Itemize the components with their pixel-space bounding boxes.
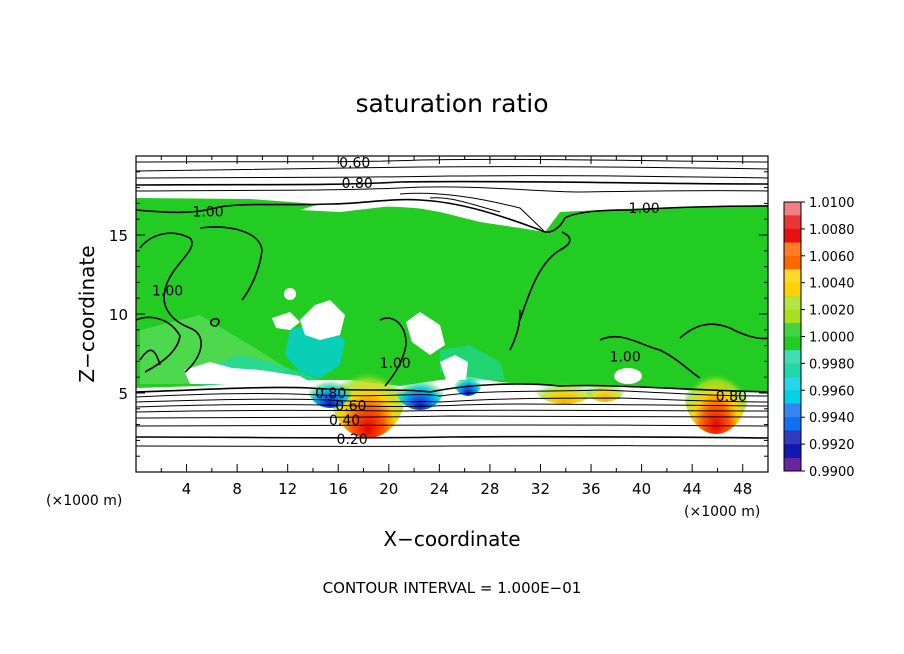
x-tick-label: 32 [531, 480, 550, 498]
x-tick-label: 40 [632, 480, 651, 498]
colorbar-swatch [784, 403, 801, 418]
coldspot-2 [396, 366, 444, 410]
colorbar-tick-label: 0.9980 [809, 357, 855, 372]
colorbar-swatch [784, 282, 801, 297]
colorbar-tick-label: 1.0060 [809, 250, 855, 265]
x-tick-label: 4 [182, 480, 192, 498]
colorbar: 1.0100 1.0080 1.0060 1.0040 1.0020 1.0000 0.99… [783, 196, 855, 480]
colorbar-tick-label: 0.9900 [809, 465, 855, 480]
contour-label: 0.80 [716, 389, 747, 405]
colorbar-swatch [784, 228, 801, 243]
contour-label: 1.00 [380, 356, 411, 372]
hotspot-3 [535, 372, 595, 404]
y-tick-label: 15 [109, 227, 128, 245]
clear-region-1 [300, 300, 345, 340]
colorbar-tick-label: 1.0100 [809, 196, 855, 211]
clear-region-7 [614, 368, 642, 384]
clear-region-6 [284, 288, 296, 300]
colorbar-swatch [784, 457, 801, 472]
coldspot-1 [308, 368, 352, 408]
x-tick-label: 24 [430, 480, 449, 498]
colorbar-tick-label: 1.0020 [809, 304, 855, 319]
colorbar-tick-label: 1.0080 [809, 223, 855, 238]
plot-area: 0.600.801.00 1.001.001.00 1.000.800.600.40… [136, 155, 768, 472]
x-tick-label: 48 [733, 480, 752, 498]
y-tick-label: 5 [118, 385, 128, 403]
colorbar-swatch [784, 323, 801, 337]
x-tick-label: 36 [581, 480, 600, 498]
x-tick-label: 12 [278, 480, 297, 498]
contour-label: 1.00 [152, 283, 183, 299]
colorbar-swatch [784, 417, 801, 432]
contour-label: 0.20 [337, 432, 368, 448]
x-tick-label: 20 [379, 480, 398, 498]
contour-label: 0.40 [329, 413, 360, 429]
clear-region-4 [184, 362, 310, 384]
hotspot-4 [585, 374, 625, 402]
contour-interval-note: CONTOUR INTERVAL = 1.000E−01 [323, 579, 582, 597]
colorbar-swatch [784, 255, 801, 270]
colorbar-swatch [784, 309, 801, 324]
y-axis-label: Z−coordinate [75, 245, 99, 382]
colorbar-swatch [784, 296, 801, 311]
x-tick-label: 28 [480, 480, 499, 498]
y-tick-label: 10 [109, 306, 128, 324]
clear-region-3 [272, 312, 300, 330]
colorbar-tick-label: 0.9940 [809, 411, 855, 426]
saturation-contour [136, 198, 768, 387]
x-unit-right: (×1000 m) [684, 504, 760, 520]
contour-label: 1.00 [629, 201, 660, 217]
lower-contours [136, 383, 768, 447]
y-axis: 5 10 15 [109, 171, 768, 457]
colorbar-tick-label: 0.9960 [809, 384, 855, 399]
contour-label: 0.80 [315, 386, 346, 402]
colorbar-swatch [784, 349, 801, 364]
contour-label: 0.60 [335, 399, 366, 415]
colorbar-tick-label: 1.0040 [809, 277, 855, 292]
contour-labels: 0.600.801.00 1.001.001.00 1.000.800.600.40… [152, 155, 747, 448]
x-axis-label: X−coordinate [383, 527, 520, 551]
x-axis: 4 8 12 16 20 24 28 32 36 40 44 48 [160, 156, 752, 498]
contour-label: 1.00 [192, 204, 223, 220]
colorbar-tick-label: 1.0000 [809, 331, 855, 346]
colorbar-swatch [784, 376, 801, 391]
contour-label: 0.60 [339, 155, 370, 171]
colorbar-swatch [784, 390, 801, 405]
colorbar-swatch [784, 202, 801, 216]
contour-label: 0.80 [342, 176, 373, 192]
upper-contours [136, 158, 768, 233]
clear-region-5 [440, 355, 468, 380]
colorbar-swatch [784, 269, 801, 284]
colorbar-swatch [784, 336, 801, 351]
colorbar-swatch [784, 430, 801, 445]
colorbar-swatch [784, 215, 801, 230]
colorbar-swatch [784, 242, 801, 257]
x-tick-label: 44 [683, 480, 702, 498]
colorbar-tick-label: 0.9920 [809, 438, 855, 453]
contour-label: 1.00 [610, 350, 641, 366]
x-tick-label: 8 [232, 480, 242, 498]
chart-title: saturation ratio [355, 89, 548, 118]
x-unit-left: (×1000 m) [46, 493, 122, 509]
colorbar-swatch [784, 444, 801, 459]
clear-region-2 [406, 312, 445, 355]
colorbar-swatch [784, 363, 801, 378]
x-tick-label: 16 [329, 480, 348, 498]
